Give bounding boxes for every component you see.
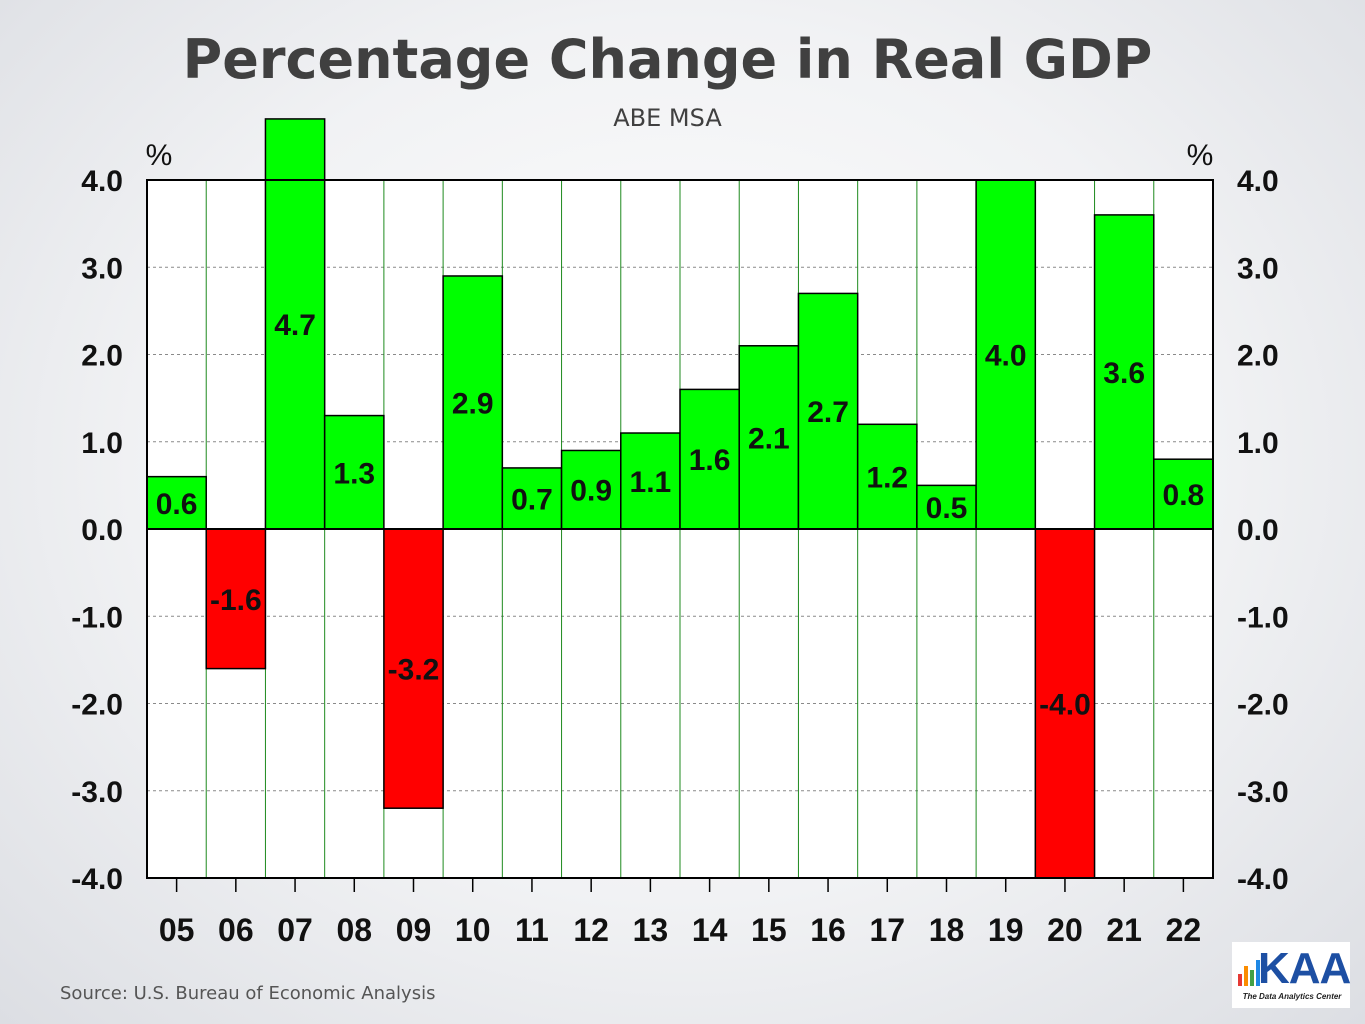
bar <box>146 475 207 530</box>
y-tick-label-left: 0.0 <box>81 514 123 547</box>
chart-subtitle: ABE MSA <box>613 104 722 132</box>
y-tick-label-left: 4.0 <box>81 165 123 198</box>
x-tick-label: 21 <box>1106 912 1142 948</box>
y-tick-label-left: -3.0 <box>71 776 123 809</box>
bar <box>383 528 444 809</box>
x-tick-label: 09 <box>396 912 432 948</box>
x-tick-label: 06 <box>218 912 254 948</box>
bar <box>560 449 622 530</box>
data-label: 1.1 <box>630 466 672 499</box>
bar <box>501 467 563 530</box>
y-tick-label-left: -1.0 <box>71 601 123 634</box>
x-tick-label: 13 <box>633 912 669 948</box>
bar <box>442 275 504 530</box>
data-label: -3.2 <box>388 654 440 687</box>
x-tick-label: 12 <box>573 912 609 948</box>
x-tick-label: 14 <box>692 912 728 948</box>
logo-wordmark: KAA <box>1258 944 1351 993</box>
data-label: -1.6 <box>210 584 262 617</box>
bar <box>738 345 800 530</box>
bar <box>1034 528 1096 879</box>
y-tick-label-left: -2.0 <box>71 689 123 722</box>
x-tick-label: 11 <box>515 912 549 948</box>
x-tick-label: 16 <box>810 912 846 948</box>
logo-tagline: The Data Analytics Center <box>1242 992 1342 1001</box>
x-tick-label: 10 <box>455 912 491 948</box>
data-label: 2.1 <box>748 422 790 455</box>
x-tick-label: 18 <box>929 912 965 948</box>
x-tick-label: 19 <box>988 912 1024 948</box>
data-label: 4.7 <box>274 309 316 342</box>
data-label: 1.6 <box>689 444 731 477</box>
bar <box>264 118 326 530</box>
bar <box>620 432 681 530</box>
y-tick-label-right: -3.0 <box>1237 776 1289 809</box>
x-tick-label: 15 <box>751 912 787 948</box>
y-tick-label-left: 2.0 <box>81 340 123 373</box>
x-tick-label: 08 <box>336 912 372 948</box>
y-tick-label-right: 3.0 <box>1237 252 1279 285</box>
y-tick-label-left: 1.0 <box>81 427 123 460</box>
data-label: 2.7 <box>807 396 849 429</box>
bar <box>975 179 1037 530</box>
kaa-logo: KAA The Data Analytics Center <box>1232 942 1351 1008</box>
y-unit-label-right: % <box>1187 139 1214 172</box>
y-tick-label-right: 4.0 <box>1237 165 1279 198</box>
x-tick-label: 17 <box>869 912 905 948</box>
y-tick-label-right: 1.0 <box>1237 427 1279 460</box>
x-tick-label: 05 <box>159 912 195 948</box>
logo-bars-icon <box>1238 960 1260 986</box>
data-label: 0.6 <box>156 488 198 521</box>
data-label: -4.0 <box>1039 689 1091 722</box>
data-label: 0.5 <box>926 492 968 525</box>
data-label: 3.6 <box>1103 357 1145 390</box>
data-label: 1.3 <box>333 457 375 490</box>
bar <box>1153 458 1214 530</box>
plot-frame <box>146 179 1214 879</box>
data-label: 4.0 <box>985 340 1027 373</box>
y-tick-label-left: 3.0 <box>81 252 123 285</box>
data-label: 1.2 <box>866 462 908 495</box>
x-tick-label: 07 <box>277 912 313 948</box>
x-tick-label: 20 <box>1047 912 1083 948</box>
bar <box>1093 214 1155 530</box>
y-unit-label-left: % <box>146 139 173 172</box>
data-label: 0.9 <box>570 475 612 508</box>
data-label: 0.8 <box>1163 479 1205 512</box>
bar <box>679 388 740 530</box>
y-tick-label-left: -4.0 <box>71 863 123 896</box>
x-tick-label: 22 <box>1166 912 1202 948</box>
data-label: 2.9 <box>452 387 494 420</box>
y-tick-label-right: -1.0 <box>1237 601 1289 634</box>
chart-title: Percentage Change in Real GDP <box>182 28 1153 91</box>
data-label: 0.7 <box>511 483 553 516</box>
bar <box>323 414 385 530</box>
source-note: Source: U.S. Bureau of Economic Analysis <box>60 983 436 1004</box>
y-tick-label-right: -2.0 <box>1237 689 1289 722</box>
y-tick-label-right: -4.0 <box>1237 863 1289 896</box>
y-tick-label-right: 0.0 <box>1237 514 1279 547</box>
bar <box>797 292 859 530</box>
bar <box>856 423 918 530</box>
y-tick-label-right: 2.0 <box>1237 340 1279 373</box>
